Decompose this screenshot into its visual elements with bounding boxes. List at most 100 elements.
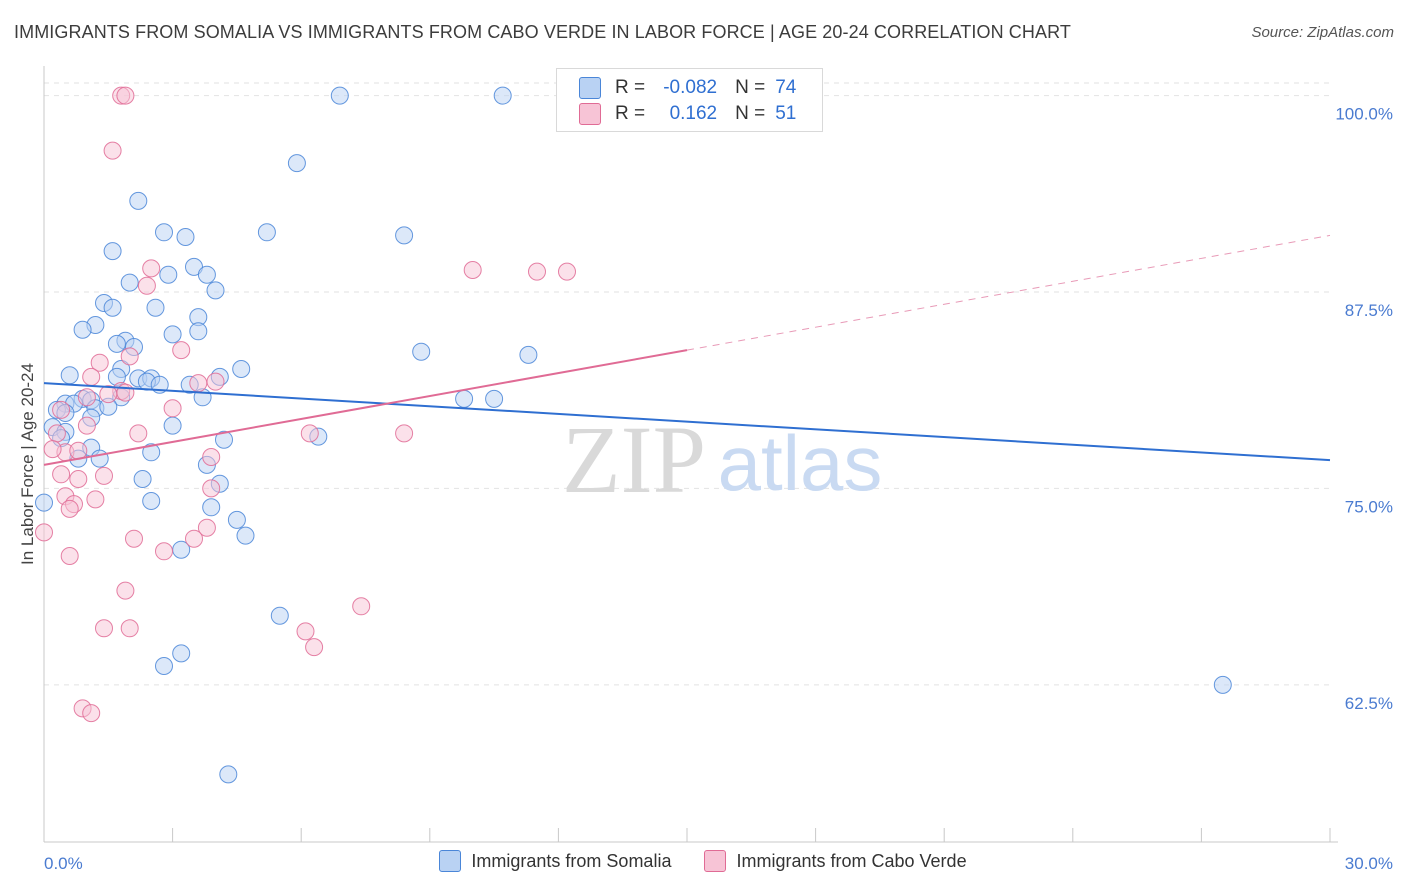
stats-row-caboverde: R = 0.162 N = 51 xyxy=(557,101,822,127)
data-point xyxy=(172,644,191,663)
data-point xyxy=(455,389,474,408)
legend-swatch-caboverde xyxy=(704,850,727,872)
data-point xyxy=(185,529,203,548)
legend-item-somalia[interactable]: Immigrants from Somalia xyxy=(439,850,671,872)
y-tick-label: 87.5% xyxy=(1345,301,1393,320)
data-point xyxy=(219,765,238,784)
data-point xyxy=(35,493,53,512)
data-point xyxy=(90,353,109,372)
stats-legend: R = -0.082 N = 74 R = 0.162 N = 51 xyxy=(556,68,823,132)
trend-somalia xyxy=(43,382,1331,462)
data-point xyxy=(155,542,173,561)
y-tick-labels: 62.5% 75.0% 87.5% 100.0% xyxy=(1335,105,1393,713)
data-point xyxy=(43,440,62,459)
watermark-atlas: atlas xyxy=(718,419,883,507)
somalia-r-label: R = xyxy=(615,77,646,98)
data-point xyxy=(60,366,79,385)
legend-label-somalia: Immigrants from Somalia xyxy=(471,850,672,871)
data-point xyxy=(296,622,315,641)
data-point xyxy=(412,342,431,361)
data-point xyxy=(103,141,122,160)
data-point xyxy=(52,400,71,419)
data-point xyxy=(163,325,182,344)
chart-title: IMMIGRANTS FROM SOMALIA VS IMMIGRANTS FR… xyxy=(14,22,1071,42)
data-point xyxy=(82,704,101,723)
data-point xyxy=(107,334,126,353)
data-point xyxy=(202,498,221,517)
data-point xyxy=(227,510,246,529)
data-point xyxy=(103,242,122,261)
caboverde-swatch xyxy=(579,103,601,125)
x-tick-label: 0.0% xyxy=(44,854,83,873)
trend-lines xyxy=(43,234,1331,466)
legend-swatch-somalia xyxy=(439,850,462,872)
data-point xyxy=(155,223,173,242)
data-point xyxy=(395,424,414,443)
data-point xyxy=(172,341,191,360)
x-tick-label: 30.0% xyxy=(1345,854,1393,873)
data-point xyxy=(103,298,122,317)
data-point xyxy=(493,86,512,105)
y-tick-label: 75.0% xyxy=(1345,497,1393,516)
caboverde-n-label: N = xyxy=(735,103,766,124)
data-point xyxy=(82,367,101,386)
data-point xyxy=(163,416,182,435)
data-point xyxy=(120,619,139,638)
data-point xyxy=(99,385,118,404)
caboverde-r-label: R = xyxy=(615,103,646,124)
data-point xyxy=(395,226,414,245)
data-point xyxy=(206,281,225,300)
data-point xyxy=(202,448,221,466)
data-point xyxy=(558,262,576,281)
data-point xyxy=(69,441,88,460)
data-point xyxy=(116,86,135,105)
axes xyxy=(43,66,1338,843)
data-point xyxy=(189,322,208,341)
source-credit: Source: ZipAtlas.com xyxy=(1251,24,1394,41)
data-point xyxy=(519,345,538,364)
data-point xyxy=(77,416,96,435)
y-axis-title: In Labor Force | Age 20-24 xyxy=(18,363,37,565)
data-point xyxy=(60,547,79,565)
watermark: ZIP atlas xyxy=(562,406,882,513)
data-point xyxy=(86,490,105,509)
data-point xyxy=(232,360,251,378)
data-point xyxy=(202,479,221,498)
watermark-zip: ZIP xyxy=(562,406,706,513)
data-point xyxy=(146,298,165,317)
data-point xyxy=(52,465,71,484)
data-point xyxy=(142,492,161,510)
data-point xyxy=(95,619,113,638)
data-point xyxy=(125,529,143,548)
data-point xyxy=(142,259,161,278)
data-point xyxy=(352,597,371,616)
data-point xyxy=(330,86,349,105)
caboverde-r-value: 0.162 xyxy=(669,103,718,124)
data-point xyxy=(463,261,482,279)
data-point xyxy=(1213,675,1232,694)
somalia-n-value: 74 xyxy=(775,77,797,98)
data-point xyxy=(197,265,216,284)
trend-caboverde xyxy=(43,349,688,466)
data-point xyxy=(305,638,324,657)
data-point xyxy=(155,657,173,675)
data-point xyxy=(176,228,195,246)
somalia-n-label: N = xyxy=(735,77,766,98)
trend-caboverde-extension xyxy=(686,234,1331,351)
legend-item-caboverde[interactable]: Immigrants from Cabo Verde xyxy=(704,850,967,872)
caboverde-n-value: 51 xyxy=(775,103,797,124)
data-point xyxy=(189,374,208,393)
data-point xyxy=(60,499,79,518)
data-point xyxy=(215,430,233,449)
data-point xyxy=(528,262,546,281)
data-point xyxy=(206,372,225,391)
data-point xyxy=(133,470,152,488)
data-point xyxy=(116,383,135,402)
series-caboverde xyxy=(35,86,576,723)
y-tick-label: 62.5% xyxy=(1345,694,1393,713)
data-point xyxy=(197,518,216,537)
data-point xyxy=(90,449,109,468)
data-point xyxy=(129,191,148,210)
data-point xyxy=(95,466,113,485)
